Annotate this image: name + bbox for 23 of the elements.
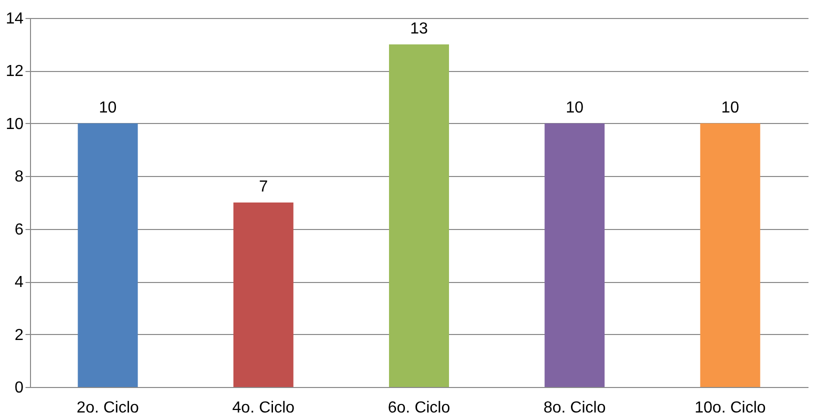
- bar: [233, 202, 294, 387]
- y-tick-label: 8: [14, 168, 24, 186]
- data-label: 10: [98, 99, 117, 116]
- data-label: 13: [410, 20, 428, 38]
- x-tick-label: 10o. Ciclo: [694, 400, 766, 416]
- y-tick-label: 12: [6, 63, 24, 80]
- data-label: 10: [721, 99, 740, 116]
- x-tick-label: 2o. Ciclo: [76, 400, 140, 416]
- x-tick-label: 8o. Ciclo: [543, 400, 606, 416]
- y-tick-label: 0: [14, 380, 24, 396]
- y-tick-label: 10: [6, 116, 24, 133]
- bar: [544, 123, 605, 387]
- bar: [389, 44, 449, 387]
- y-tick-label: 14: [6, 10, 24, 28]
- data-label: 7: [258, 178, 268, 196]
- y-tick-label: 4: [14, 274, 24, 292]
- y-tick-label: 2: [14, 326, 24, 344]
- x-tick-label: 6o. Ciclo: [388, 400, 450, 416]
- bar: [78, 123, 138, 387]
- y-tick-label: 6: [14, 221, 24, 238]
- x-tick-label: 4o. Ciclo: [232, 400, 295, 416]
- data-label: 10: [566, 99, 584, 116]
- bar: [700, 123, 760, 387]
